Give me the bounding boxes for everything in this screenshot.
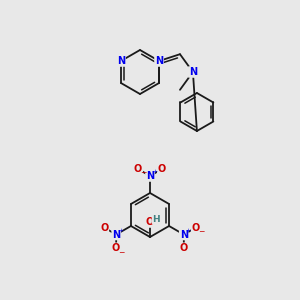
Text: O: O <box>180 243 188 253</box>
Text: O: O <box>100 223 108 233</box>
Text: O: O <box>192 223 200 233</box>
Text: H: H <box>152 214 160 224</box>
Text: O: O <box>146 217 154 227</box>
Text: +: + <box>186 227 191 232</box>
Text: N: N <box>112 230 120 239</box>
Text: N: N <box>189 67 197 77</box>
Text: −: − <box>118 248 125 257</box>
Text: O: O <box>158 164 166 174</box>
Text: N: N <box>155 56 163 66</box>
Text: −: − <box>140 169 147 178</box>
Text: +: + <box>152 169 157 174</box>
Text: O: O <box>134 164 142 174</box>
Text: O: O <box>112 243 120 253</box>
Text: N: N <box>117 56 125 66</box>
Text: N: N <box>180 230 188 239</box>
Text: N: N <box>146 171 154 181</box>
Text: +: + <box>118 227 123 232</box>
Text: −: − <box>198 227 205 236</box>
